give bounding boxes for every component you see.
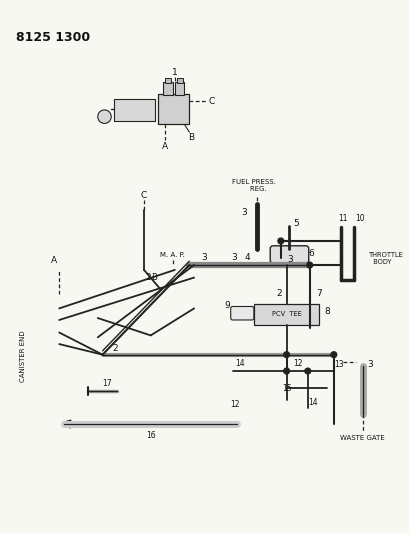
Text: THROTTLE
  BODY: THROTTLE BODY (369, 252, 403, 265)
Text: 3: 3 (231, 253, 237, 262)
Circle shape (97, 110, 111, 124)
Text: 7: 7 (316, 289, 321, 298)
Bar (114, 99, 154, 120)
Text: 8125 1300: 8125 1300 (16, 31, 90, 44)
Text: B: B (151, 273, 157, 282)
Text: 16: 16 (146, 431, 155, 440)
Text: C: C (208, 97, 214, 106)
Text: CANISTER END: CANISTER END (20, 331, 25, 382)
Polygon shape (64, 420, 71, 428)
Circle shape (277, 238, 283, 244)
Circle shape (283, 368, 289, 374)
Text: 1: 1 (171, 68, 177, 77)
Bar (158, 94, 189, 124)
Circle shape (283, 352, 289, 358)
Text: 4: 4 (244, 253, 249, 262)
Bar (163, 82, 173, 95)
Text: 2: 2 (145, 273, 150, 282)
Text: A: A (162, 142, 168, 151)
Text: PCV  TEE: PCV TEE (271, 311, 301, 317)
Text: 3: 3 (287, 255, 292, 264)
Text: 3: 3 (366, 360, 373, 369)
Text: 14: 14 (307, 398, 317, 407)
Text: 8: 8 (324, 307, 329, 316)
Text: 5: 5 (293, 219, 299, 228)
Text: WASTE GATE: WASTE GATE (339, 435, 384, 441)
Circle shape (330, 352, 336, 358)
Text: 2: 2 (112, 344, 118, 353)
Text: 3: 3 (241, 207, 247, 216)
Bar (174, 82, 184, 95)
Circle shape (304, 368, 310, 374)
Bar (253, 304, 319, 325)
FancyBboxPatch shape (230, 306, 253, 320)
Circle shape (306, 262, 312, 268)
Text: C: C (141, 191, 147, 200)
Text: 2: 2 (275, 289, 281, 298)
Text: 10: 10 (354, 214, 364, 223)
Text: 12: 12 (293, 359, 302, 368)
Bar (176, 78, 182, 83)
Text: 6: 6 (308, 249, 314, 258)
FancyBboxPatch shape (270, 246, 308, 263)
Text: M. A. P.: M. A. P. (160, 253, 185, 259)
Bar (165, 78, 171, 83)
Text: 15: 15 (281, 384, 291, 393)
Text: 11: 11 (337, 214, 346, 223)
Text: 17: 17 (102, 379, 112, 388)
Text: 12: 12 (229, 400, 239, 409)
Text: 13: 13 (333, 360, 343, 369)
Text: A: A (51, 256, 57, 265)
Text: 9: 9 (223, 301, 229, 310)
Text: 3: 3 (200, 253, 206, 262)
Text: B: B (188, 133, 194, 142)
Text: 14: 14 (235, 359, 245, 368)
Text: FUEL PRESS.
    REG.: FUEL PRESS. REG. (231, 179, 275, 191)
